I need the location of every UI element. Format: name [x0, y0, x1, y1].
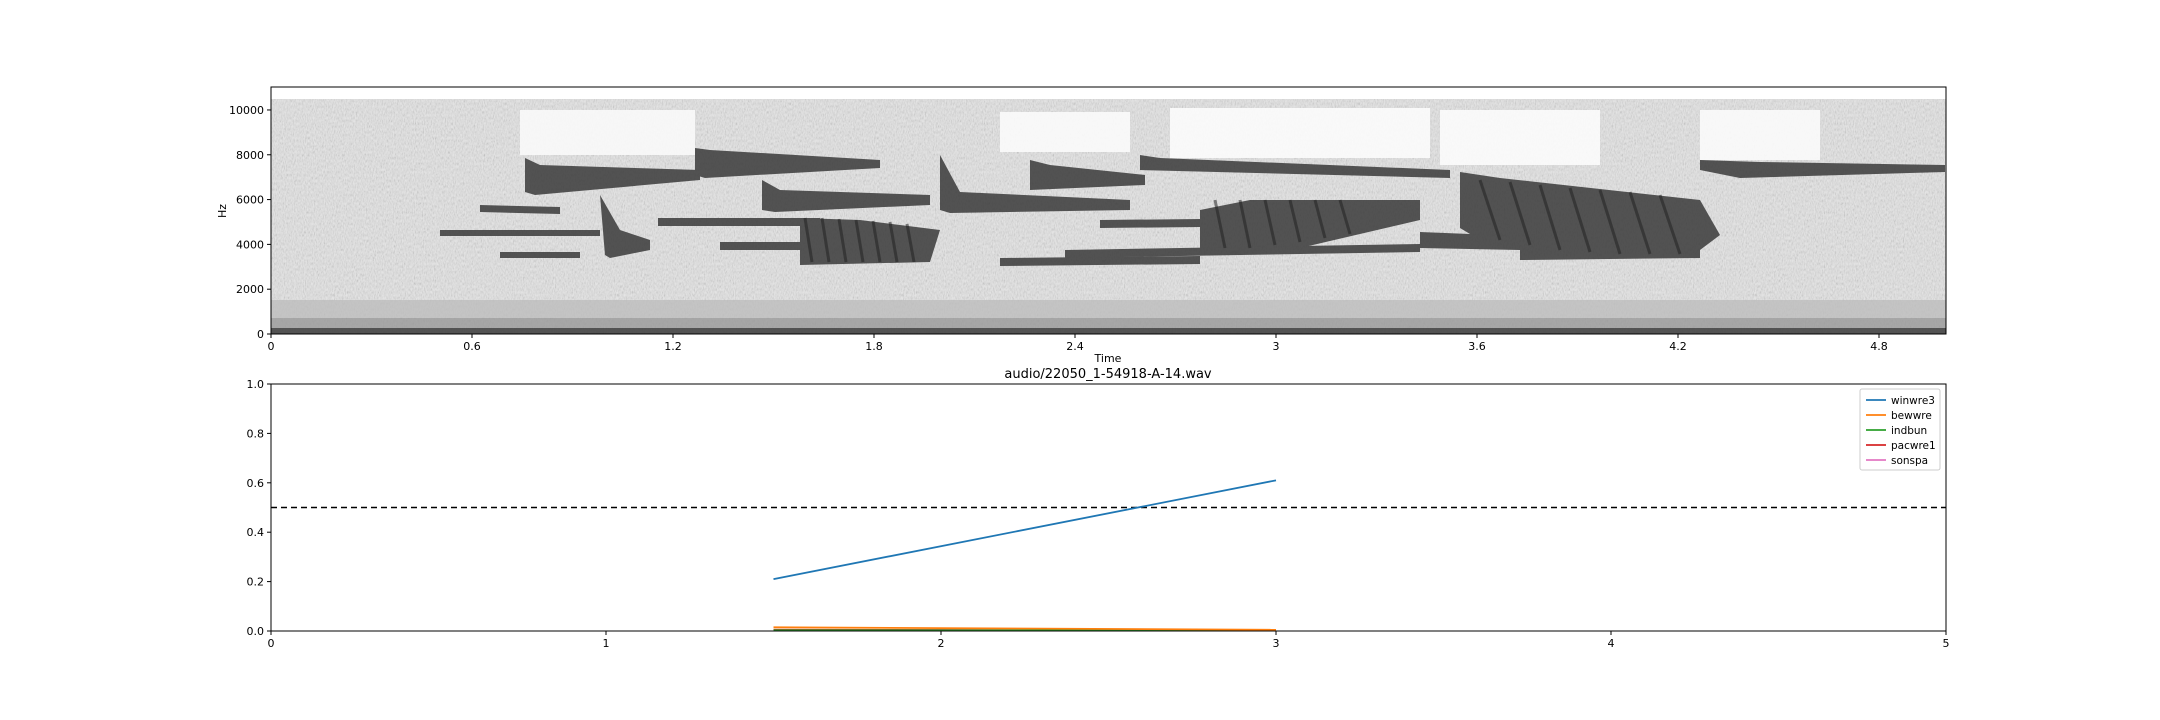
probability-x-tick-label: 5 — [1943, 637, 1950, 650]
probability-x-tick-label: 1 — [603, 637, 610, 650]
spectrogram-y-axis: 0 2000 4000 6000 8000 10000 — [229, 104, 271, 341]
legend: winwre3 bewwre indbun pacwre1 sonspa — [1859, 388, 1941, 471]
spectrogram-ylabel: Hz — [216, 204, 229, 218]
spectrogram-x-tick-label: 4.2 — [1669, 340, 1687, 353]
spectrogram-x-axis: 0 0.6 1.2 1.8 2.4 3 3.6 4.2 4.8 — [268, 334, 1888, 353]
spectrogram-x-tick-label: 3 — [1273, 340, 1280, 353]
spectrogram-y-tick-label: 2000 — [236, 283, 264, 296]
spectrogram-x-tick-label: 1.2 — [664, 340, 682, 353]
spectrogram-image — [271, 99, 1946, 334]
legend-label: winwre3 — [1891, 395, 1935, 407]
spectrogram-x-tick-label: 3.6 — [1468, 340, 1486, 353]
probability-x-axis: 0 1 2 3 4 5 — [268, 631, 1950, 650]
legend-label: indbun — [1891, 425, 1927, 437]
legend-label: pacwre1 — [1891, 440, 1936, 452]
legend-label: bewwre — [1891, 410, 1932, 422]
spectrogram-x-tick-label: 0 — [268, 340, 275, 353]
probability-y-tick-label: 0.8 — [247, 427, 265, 440]
legend-label: sonspa — [1891, 455, 1928, 467]
series-line-bewwre — [773, 626, 1277, 631]
probability-y-tick-label: 0.6 — [247, 477, 265, 490]
series-line-winwre3 — [773, 479, 1277, 581]
probability-y-tick-label: 0.4 — [247, 526, 265, 539]
probability-frame — [270, 383, 1947, 632]
spectrogram-y-tick-label: 6000 — [236, 194, 264, 207]
probability-y-tick-label: 1.0 — [247, 378, 265, 391]
spectrogram-y-tick-label: 0 — [257, 328, 264, 341]
probability-y-axis: 0.0 0.2 0.4 0.6 0.8 1.0 — [247, 378, 271, 638]
spectrogram-frame — [270, 86, 1947, 335]
probability-y-tick-label: 0.0 — [247, 625, 265, 638]
probability-x-tick-label: 4 — [1608, 637, 1615, 650]
spectrogram-x-tick-label: 1.8 — [865, 340, 883, 353]
probability-title: audio/22050_1-54918-A-14.wav — [1004, 367, 1212, 382]
spectrogram-y-tick-label: 8000 — [236, 149, 264, 162]
spectrogram-x-tick-label: 0.6 — [463, 340, 481, 353]
legend-box — [1859, 388, 1941, 471]
probability-x-tick-label: 3 — [1273, 637, 1280, 650]
spectrogram-panel: 0 0.6 1.2 1.8 2.4 3 3.6 4.2 4.8 0 2000 4000 6000 800… — [216, 86, 1947, 365]
spectrogram-y-tick-label: 4000 — [236, 238, 264, 251]
spectrogram-xlabel: Time — [1094, 352, 1122, 365]
spectrogram-y-tick-label: 10000 — [229, 104, 264, 117]
probability-x-tick-label: 0 — [268, 637, 275, 650]
probability-x-tick-label: 2 — [938, 637, 945, 650]
probability-y-tick-label: 0.2 — [247, 576, 265, 589]
spectrogram-x-tick-label: 4.8 — [1870, 340, 1888, 353]
spectrogram-x-tick-label: 2.4 — [1066, 340, 1084, 353]
